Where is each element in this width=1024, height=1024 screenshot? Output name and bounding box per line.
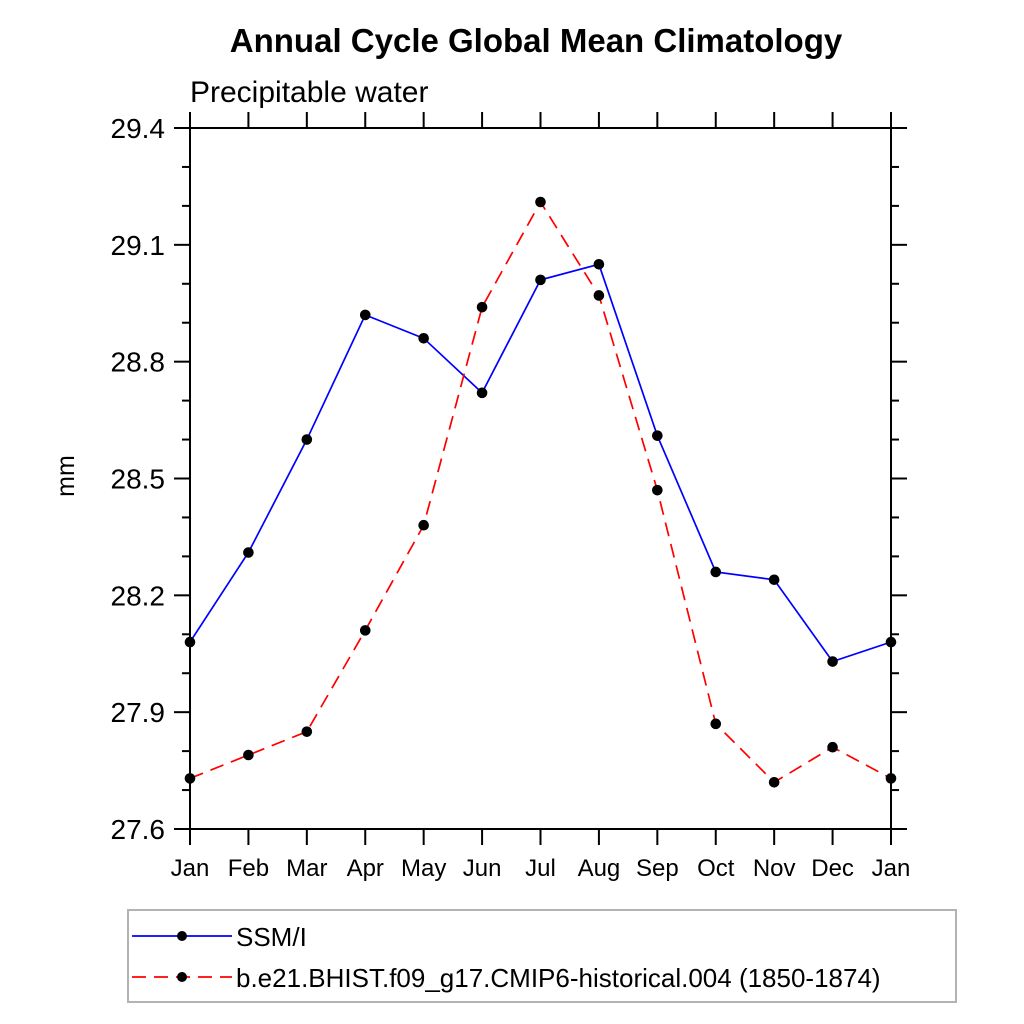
data-point-marker (301, 434, 313, 445)
data-point-marker (827, 656, 838, 667)
plot-series (184, 196, 897, 788)
y-tick-label: 28.5 (111, 464, 166, 495)
x-tick-label: Jun (463, 855, 502, 882)
data-point-marker (418, 519, 429, 531)
x-tick-label: Apr (347, 855, 384, 882)
data-point-marker (243, 749, 254, 761)
y-axis-label: mm (52, 455, 80, 497)
data-point-marker (652, 430, 663, 441)
x-tick-label: Jan (171, 855, 210, 882)
data-point-marker (184, 773, 196, 784)
axes: 27.6 27.9 28.2 28.5 28.8 29.1 29.4 Jan Feb Mar Apr… (111, 112, 911, 882)
x-tick-label: Mar (286, 855, 327, 882)
data-point-marker (359, 309, 371, 321)
data-point-marker (418, 333, 429, 344)
legend-box (127, 909, 957, 1003)
y-tick-label: 27.6 (111, 814, 166, 845)
data-point-marker (710, 718, 722, 730)
data-point-marker (593, 259, 605, 270)
legend-label-ssmi: SSM/I (236, 922, 307, 952)
data-point-marker (885, 773, 897, 784)
data-point-marker (535, 196, 546, 208)
y-tick-label: 28.2 (111, 580, 166, 611)
data-point-marker (768, 776, 780, 788)
x-tick-label: Jan (872, 855, 911, 882)
x-tick-label: May (401, 855, 446, 882)
data-point-marker (243, 547, 254, 558)
x-tick-label: Sep (636, 855, 679, 882)
y-tick-label: 28.8 (111, 347, 166, 378)
data-point-marker (301, 726, 313, 737)
chart-title: Annual Cycle Global Mean Climatology (230, 22, 843, 59)
x-tick-label: Jul (525, 855, 556, 882)
x-tick-label: Oct (697, 855, 735, 882)
x-tick-label: Nov (753, 855, 796, 882)
data-point-marker (652, 484, 663, 496)
plot-frame (189, 127, 892, 830)
data-point-marker (710, 566, 722, 578)
series-line-0 (189, 263, 892, 663)
data-point-marker (476, 387, 488, 399)
legend-label-model: b.e21.BHIST.f09_g17.CMIP6-historical.004… (236, 963, 881, 993)
data-point-marker (827, 741, 838, 753)
x-tick-label: Aug (578, 855, 621, 882)
series-line-1 (189, 200, 892, 784)
legend-sample-marker-0 (177, 931, 187, 941)
chart-subtitle: Precipitable water (190, 76, 428, 109)
legend-sample-marker-1 (177, 972, 187, 982)
x-tick-label: Feb (228, 855, 269, 882)
data-point-marker (535, 274, 546, 286)
y-tick-label: 27.9 (111, 697, 166, 728)
data-point-marker (593, 290, 605, 301)
data-point-marker (768, 574, 780, 586)
data-point-marker (359, 625, 371, 636)
y-tick-label: 29.4 (111, 113, 166, 144)
x-tick-label: Dec (811, 855, 854, 882)
data-point-marker (885, 636, 897, 648)
data-point-marker (184, 636, 196, 648)
legend-samples (132, 931, 232, 982)
legend: SSM/I b.e21.BHIST.f09_g17.CMIP6-historic… (127, 909, 957, 1003)
y-tick-label: 29.1 (111, 230, 166, 261)
data-point-marker (476, 301, 488, 313)
